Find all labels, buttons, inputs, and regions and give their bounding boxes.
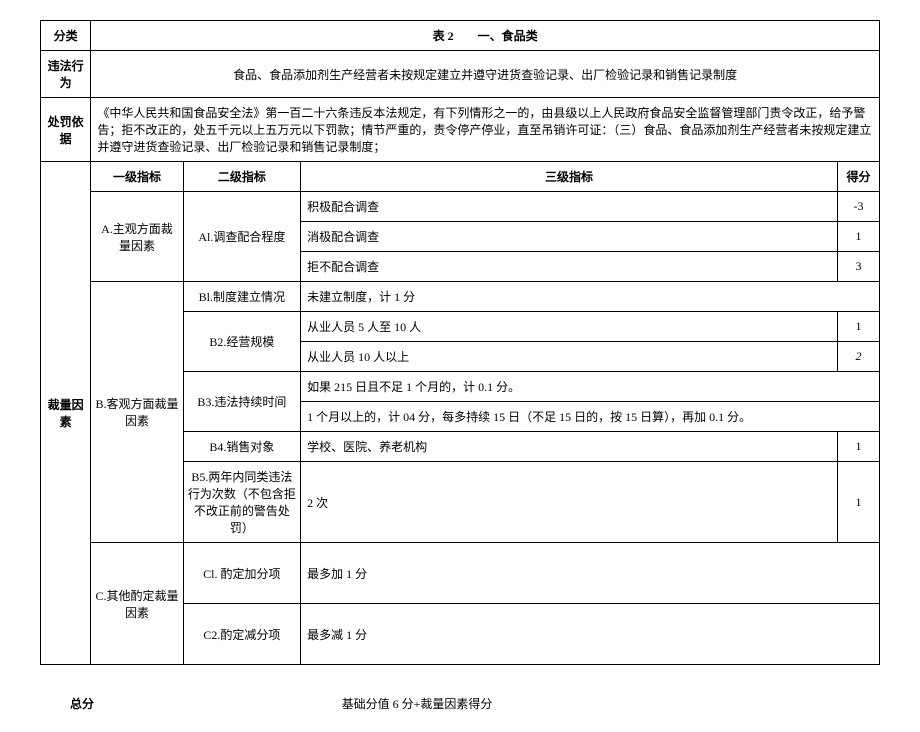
side-label: 裁量因素 [41,162,91,665]
c1-l2: Cl. 酌定加分项 [183,543,300,604]
main-table: 分类 表 2 一、食品类 违法行为 食品、食品添加剂生产经营者未按规定建立并遵守… [40,20,880,665]
a3-score: 3 [838,252,880,282]
b-l1: B.客观方面裁量因素 [91,282,183,543]
violation-text: 食品、食品添加剂生产经营者未按规定建立并遵守进货查验记录、出厂检验记录和销售记录… [91,51,880,98]
a1-l3: 积极配合调查 [301,192,838,222]
col-l3: 三级指标 [301,162,838,192]
b5-l3: 2 次 [301,462,838,543]
category-label: 分类 [41,21,91,51]
col-l2: 二级指标 [183,162,300,192]
table-title: 表 2 一、食品类 [91,21,880,51]
row-basis: 处罚依据 《中华人民共和国食品安全法》第一百二十六条违反本法规定，有下列情形之一… [41,98,880,162]
a2-score: 1 [838,222,880,252]
b4-l3: 学校、医院、养老机构 [301,432,838,462]
row-a1: A.主观方面裁量因素 Al.调查配合程度 积极配合调查 -3 [41,192,880,222]
b5-score: 1 [838,462,880,543]
b1-l3: 未建立制度，计 1 分 [301,282,880,312]
basis-text: 《中华人民共和国食品安全法》第一百二十六条违反本法规定，有下列情形之一的，由县级… [91,98,880,162]
a1-score: -3 [838,192,880,222]
b2-l2: B2.经营规模 [183,312,300,372]
row-indicator-header: 裁量因素 一级指标 二级指标 三级指标 得分 [41,162,880,192]
b4-l2: B4.销售对象 [183,432,300,462]
a2-l3: 消极配合调查 [301,222,838,252]
footer: 总分 基础分值 6 分+裁量因素得分 [40,695,880,712]
col-l1: 一级指标 [91,162,183,192]
b3a-l3: 如果 215 日且不足 1 个月的，计 0.1 分。 [301,372,880,402]
b3b-l3: 1 个月以上的，计 04 分，每多持续 15 日（不足 15 日的，按 15 日… [301,402,880,432]
row-violation: 违法行为 食品、食品添加剂生产经营者未按规定建立并遵守进货查验记录、出厂检验记录… [41,51,880,98]
b3-l2: B3.违法持续时间 [183,372,300,432]
col-score: 得分 [838,162,880,192]
a-l1: A.主观方面裁量因素 [91,192,183,282]
b5-l2: B5.两年内同类违法行为次数（不包含拒不改正前的警告处罚） [183,462,300,543]
footer-value: 基础分值 6 分+裁量因素得分 [97,695,737,712]
b2b-l3: 从业人员 10 人以上 [301,342,838,372]
c2-l2: C2.酌定减分项 [183,604,300,665]
violation-label: 违法行为 [41,51,91,98]
c1-l3: 最多加 1 分 [301,543,880,604]
row-c1: C.其他酌定裁量因素 Cl. 酌定加分项 最多加 1 分 [41,543,880,604]
row-b1: B.客观方面裁量因素 Bl.制度建立情况 未建立制度，计 1 分 [41,282,880,312]
b2a-l3: 从业人员 5 人至 10 人 [301,312,838,342]
row-category: 分类 表 2 一、食品类 [41,21,880,51]
a3-l3: 拒不配合调查 [301,252,838,282]
b2a-score: 1 [838,312,880,342]
a-l2: Al.调查配合程度 [183,192,300,282]
b2b-score: 2 [838,342,880,372]
footer-label: 总分 [70,695,94,712]
c2-l3: 最多减 1 分 [301,604,880,665]
b1-l2: Bl.制度建立情况 [183,282,300,312]
basis-label: 处罚依据 [41,98,91,162]
b4-score: 1 [838,432,880,462]
c-l1: C.其他酌定裁量因素 [91,543,183,665]
